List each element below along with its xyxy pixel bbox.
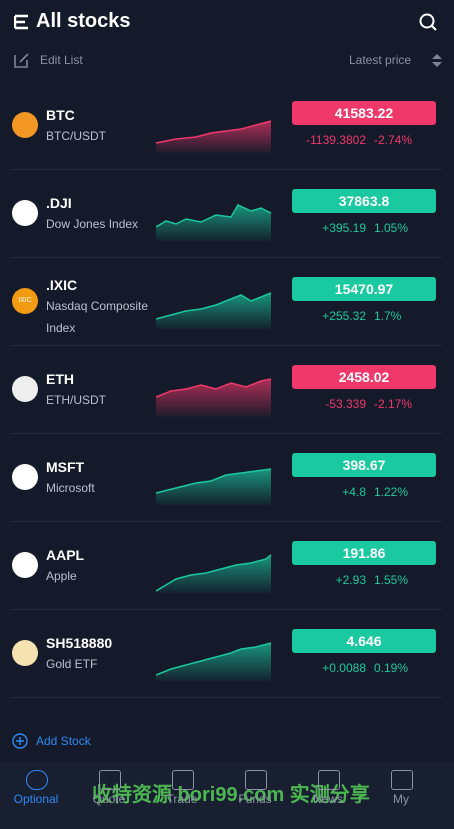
percent: 1.22% — [374, 485, 409, 499]
stock-icon — [12, 376, 38, 402]
edit-icon[interactable] — [14, 52, 30, 68]
stock-icon — [12, 464, 38, 490]
sparkline — [156, 642, 272, 681]
sparkline — [156, 468, 272, 505]
percent: 0.19% — [374, 661, 409, 675]
change: -1139.3802 — [306, 133, 366, 147]
price[interactable]: 15470.97 — [292, 277, 436, 301]
percent: 1.05% — [374, 221, 409, 235]
separator — [10, 521, 442, 522]
percent: 1.7% — [374, 309, 402, 323]
nav-icon[interactable] — [318, 770, 340, 790]
stock-symbol[interactable]: MSFT — [46, 459, 85, 475]
change: +255.32 — [322, 309, 366, 323]
stock-name: Apple — [46, 569, 77, 583]
change: +0.0088 — [322, 661, 366, 675]
percent: -2.17% — [374, 397, 413, 411]
separator — [10, 609, 442, 610]
nav-icon[interactable] — [391, 770, 413, 790]
separator — [10, 697, 442, 698]
title: All stocks — [36, 10, 131, 32]
stock-name: Microsoft — [46, 481, 95, 495]
stock-name: BTC/USDT — [46, 129, 106, 143]
nav-label[interactable]: Funds — [238, 792, 272, 806]
stock-symbol[interactable]: AAPL — [46, 547, 85, 563]
stock-icon — [12, 640, 38, 666]
nav-label[interactable]: News — [312, 792, 343, 806]
change: +4.8 — [342, 485, 366, 499]
sparkline — [156, 204, 272, 241]
separator — [10, 169, 442, 170]
sort-label[interactable]: Latest price — [349, 53, 412, 67]
price[interactable]: 4.646 — [292, 629, 436, 653]
nav-label[interactable]: Optional — [13, 792, 59, 806]
stock-name: Nasdaq Composite Index — [46, 299, 149, 335]
sparkline — [156, 120, 272, 153]
add-stock[interactable]: Add Stock — [36, 734, 91, 748]
watermark: 收特资源 bori99.com 实测分享 — [92, 784, 370, 806]
nav-icon[interactable] — [26, 770, 48, 790]
stock-symbol[interactable]: .IXIC — [46, 277, 78, 293]
stock-symbol[interactable]: SH518880 — [46, 635, 113, 651]
sparkline — [156, 378, 272, 417]
bottom-nav — [0, 762, 454, 829]
change: +395.19 — [322, 221, 366, 235]
separator — [10, 345, 442, 346]
price[interactable]: 37863.8 — [292, 189, 436, 213]
percent: -2.74% — [374, 133, 413, 147]
nav-icon[interactable] — [99, 770, 121, 790]
stock-name: Gold ETF — [46, 657, 98, 671]
menu-icon[interactable] — [14, 14, 30, 30]
price[interactable]: 398.67 — [292, 453, 436, 477]
nav-icon[interactable] — [172, 770, 194, 790]
change: -53.339 — [325, 397, 366, 411]
stock-name: ETH/USDT — [46, 393, 106, 407]
price[interactable]: 191.86 — [292, 541, 436, 565]
nav-label[interactable]: My — [393, 792, 409, 806]
stock-icon — [12, 112, 38, 138]
sparkline — [156, 292, 272, 329]
percent: 1.55% — [374, 573, 409, 587]
price[interactable]: 2458.02 — [292, 365, 436, 389]
separator — [10, 433, 442, 434]
stock-name: Dow Jones Index — [46, 217, 139, 231]
add-icon[interactable] — [12, 733, 28, 749]
stock-symbol[interactable]: BTC — [46, 107, 75, 123]
stock-symbol[interactable]: ETH — [46, 371, 74, 387]
search-icon[interactable] — [418, 12, 438, 32]
sort-icon[interactable] — [431, 53, 443, 69]
stock-icon — [12, 200, 38, 226]
stock-icon — [12, 552, 38, 578]
edit-list[interactable]: Edit List — [40, 53, 83, 67]
nav-label[interactable]: Quote — [92, 792, 126, 806]
change: +2.93 — [335, 573, 366, 587]
price[interactable]: 41583.22 — [292, 101, 436, 125]
nav-label[interactable]: Trade — [166, 792, 198, 806]
stock-icon: IXIC — [12, 288, 38, 314]
stock-symbol[interactable]: .DJI — [46, 195, 72, 211]
nav-icon[interactable] — [245, 770, 267, 790]
sparkline — [156, 554, 272, 593]
separator — [10, 257, 442, 258]
